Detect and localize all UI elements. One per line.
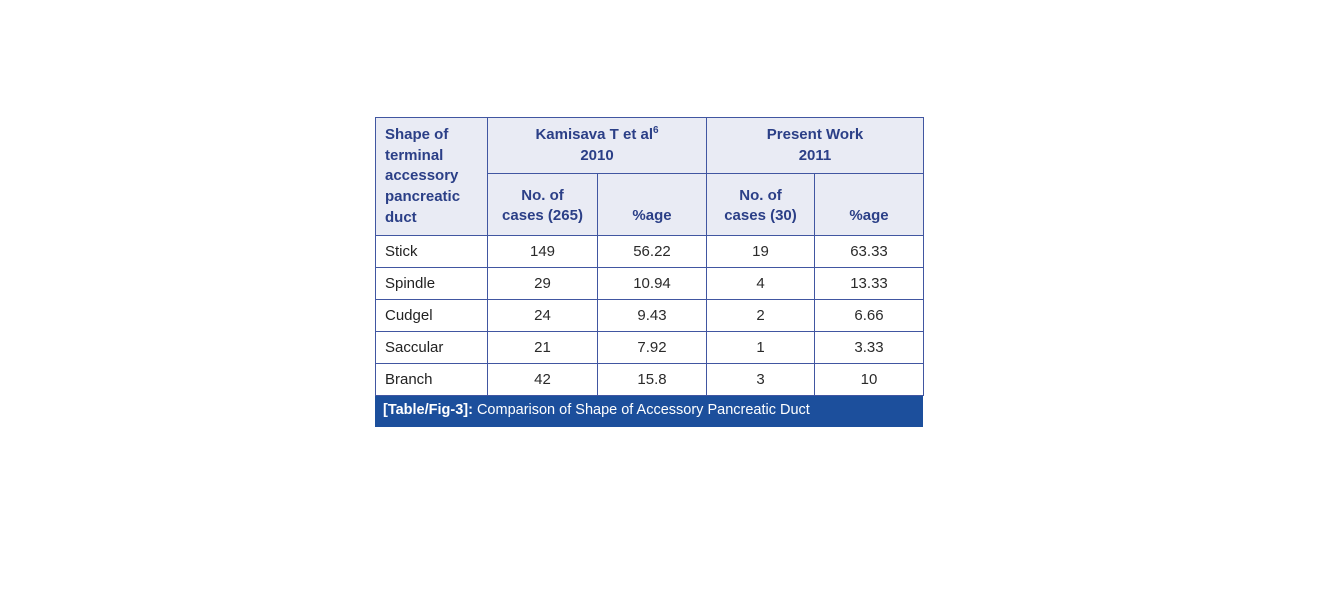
row-header-title: Shape of terminal accessory pancreatic d… <box>375 116 488 237</box>
row-header-shape: Spindle <box>375 267 488 301</box>
column-header-cases-265: No. of cases (265) <box>487 172 598 237</box>
column-header-line: cases (30) <box>724 207 797 225</box>
citation-superscript: 6 <box>653 125 659 137</box>
group-title-text: Kamisava T et al <box>535 126 653 144</box>
value-cell: 4 <box>706 267 815 301</box>
group-title: Kamisava T et al6 <box>490 124 704 145</box>
column-header-line: %age <box>632 207 672 225</box>
column-header-row: No. of cases (265) %age No. of cases (30… <box>376 172 924 237</box>
value-cell: 3.33 <box>814 331 924 365</box>
column-header-line: %age <box>849 207 889 225</box>
value-cell: 19 <box>706 235 815 269</box>
group-year: 2010 <box>580 147 614 165</box>
value-cell: 13.33 <box>814 267 924 301</box>
column-header-line: cases (265) <box>502 207 583 225</box>
column-header-pct-2: %age <box>814 172 924 237</box>
column-header-cases-30: No. of cases (30) <box>706 172 815 237</box>
column-header-line: No. of <box>739 186 782 204</box>
group-header-present-work: Present Work 2011 <box>706 117 924 174</box>
row-header-shape: Stick <box>375 235 488 269</box>
value-cell: 3 <box>706 363 815 397</box>
group-header-row: Shape of terminal accessory pancreatic d… <box>375 116 924 237</box>
row-header-shape: Branch <box>375 363 488 397</box>
value-cell: 56.22 <box>597 235 707 269</box>
table-row: Stick 149 56.22 19 63.33 <box>375 235 924 269</box>
comparison-table: Shape of terminal accessory pancreatic d… <box>375 116 924 397</box>
table-caption: [Table/Fig-3]: Comparison of Shape of Acc… <box>375 396 923 427</box>
value-cell: 42 <box>487 363 598 397</box>
value-cell: 2 <box>706 299 815 333</box>
caption-label: [Table/Fig-3]: <box>383 402 473 419</box>
group-header-kamisava: Kamisava T et al6 2010 <box>487 117 707 174</box>
value-cell: 63.33 <box>814 235 924 269</box>
table-row: Spindle 29 10.94 4 13.33 <box>375 267 924 301</box>
group-title-text: Present Work <box>766 126 864 144</box>
value-cell: 7.92 <box>597 331 707 365</box>
value-cell: 149 <box>487 235 598 269</box>
value-cell: 10.94 <box>597 267 707 301</box>
value-cell: 6.66 <box>814 299 924 333</box>
value-cell: 10 <box>814 363 924 397</box>
column-header-pct-1: %age <box>597 172 707 237</box>
table-row: Saccular 21 7.92 1 3.33 <box>375 331 924 365</box>
value-cell: 1 <box>706 331 815 365</box>
value-cell: 21 <box>487 331 598 365</box>
table-figure: Shape of terminal accessory pancreatic d… <box>375 116 924 427</box>
row-header-shape: Cudgel <box>375 299 488 333</box>
value-cell: 9.43 <box>597 299 707 333</box>
caption-text: Comparison of Shape of Accessory Pancrea… <box>476 402 810 419</box>
table-row: Cudgel 24 9.43 2 6.66 <box>375 299 924 333</box>
row-header-shape: Saccular <box>375 331 488 365</box>
column-header-line: No. of <box>521 186 564 204</box>
value-cell: 29 <box>487 267 598 301</box>
table-row: Branch 42 15.8 3 10 <box>375 363 924 397</box>
value-cell: 24 <box>487 299 598 333</box>
group-title: Present Work <box>709 124 921 145</box>
value-cell: 15.8 <box>597 363 707 397</box>
group-year: 2011 <box>798 147 832 165</box>
